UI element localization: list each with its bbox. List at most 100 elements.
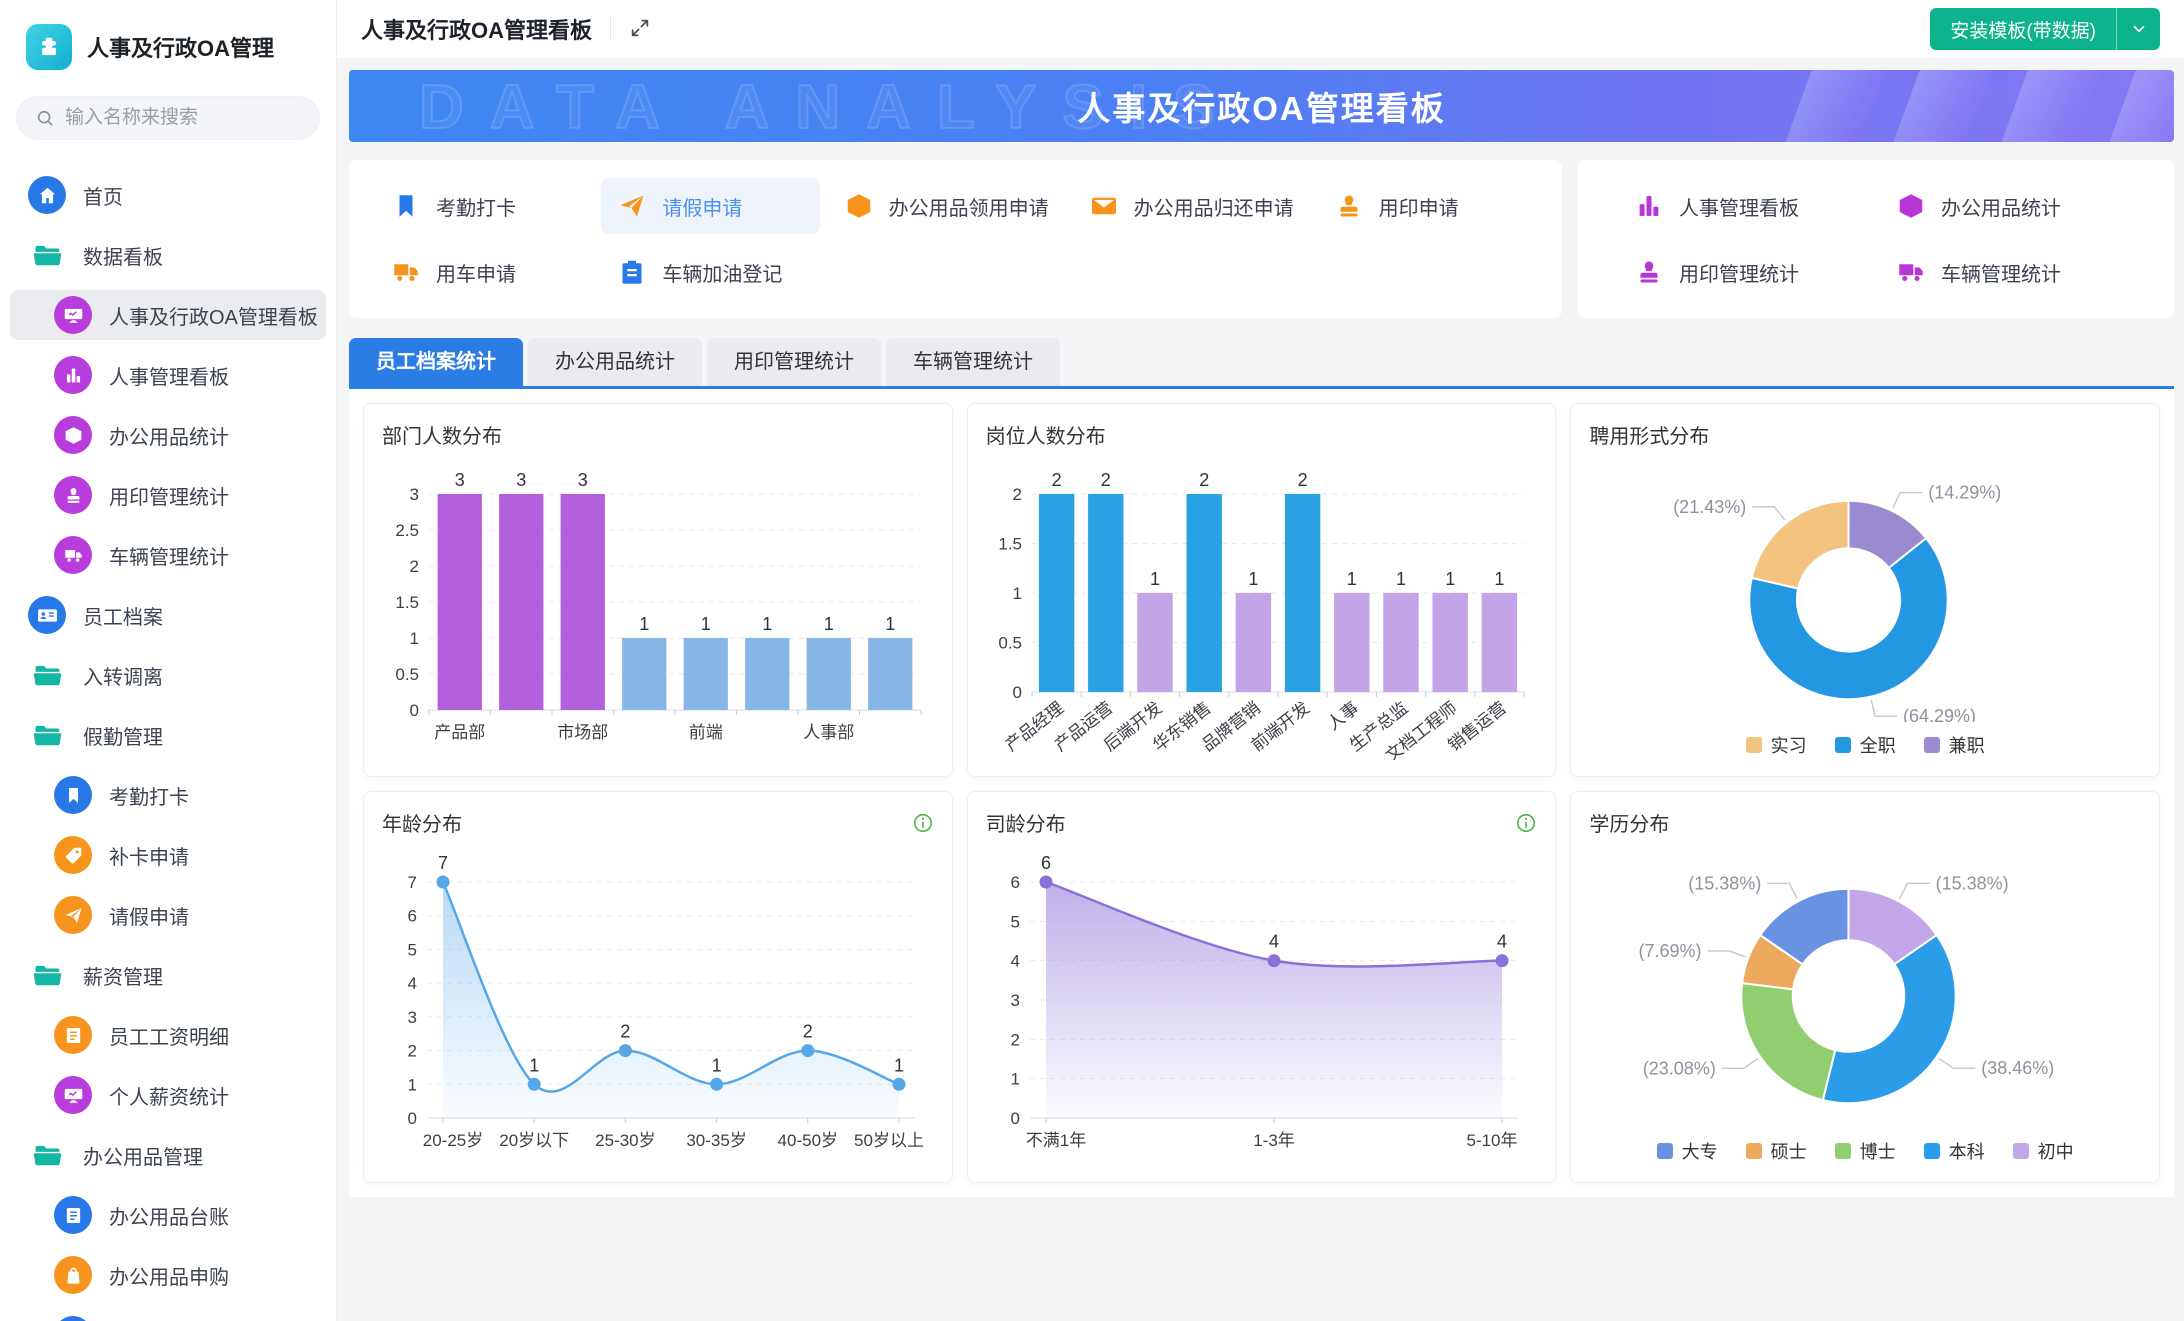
quick-action-办公用品归还申请[interactable]: 办公用品归还申请 [1073, 178, 1310, 234]
svg-text:(14.29%): (14.29%) [1928, 483, 2001, 503]
sidebar-item-办公用品申购[interactable]: 办公用品申购 [10, 1250, 326, 1300]
svg-text:1: 1 [1011, 1070, 1020, 1089]
svg-text:人事部: 人事部 [803, 723, 854, 742]
svg-text:0.5: 0.5 [999, 634, 1023, 653]
sidebar-item-薪资管理[interactable]: 薪资管理 [10, 950, 326, 1000]
divider [610, 17, 611, 41]
quick-action-用印申请[interactable]: 用印申请 [1318, 178, 1536, 234]
employment-type-card: 聘用形式分布(14.29%)(64.29%)(21.43%)实习全职兼职 [1570, 403, 2160, 777]
sidebar-item-个人薪资统计[interactable]: 个人薪资统计 [10, 1070, 326, 1120]
stat-link-办公用品统计[interactable]: 办公用品统计 [1880, 178, 2134, 234]
sidebar-item-首页[interactable]: 首页 [10, 170, 326, 220]
legend-item-大专[interactable]: 大专 [1657, 1138, 1718, 1164]
tab-车辆管理统计[interactable]: 车辆管理统计 [886, 338, 1060, 386]
info-icon[interactable] [912, 812, 934, 834]
sidebar-item-假勤管理[interactable]: 假勤管理 [10, 710, 326, 760]
quick-action-label: 用印管理统计 [1679, 258, 1799, 287]
sidebar-item-label: 办公用品统计 [109, 421, 229, 450]
sidebar-item-办公用品管理[interactable]: 办公用品管理 [10, 1130, 326, 1180]
svg-text:1: 1 [639, 614, 649, 634]
stat-link-用印管理统计[interactable]: 用印管理统计 [1618, 244, 1872, 300]
tab-用印管理统计[interactable]: 用印管理统计 [707, 338, 881, 386]
svg-text:3: 3 [409, 485, 418, 504]
sidebar-item-入转调离[interactable]: 入转调离 [10, 650, 326, 700]
svg-text:1: 1 [1396, 569, 1406, 589]
tenure-distribution-card: 司龄分布01234566不满1年41-3年45-10年 [967, 791, 1557, 1183]
svg-text:2.5: 2.5 [395, 521, 419, 540]
svg-text:30-35岁: 30-35岁 [686, 1131, 746, 1150]
sidebar-item-label: 首页 [83, 181, 123, 210]
legend-item-全职[interactable]: 全职 [1835, 732, 1896, 758]
barchart-icon [1634, 191, 1664, 221]
svg-text:0.5: 0.5 [395, 665, 419, 684]
svg-text:6: 6 [1011, 873, 1020, 892]
svg-text:(15.38%): (15.38%) [1688, 873, 1761, 893]
quick-action-车辆加油登记[interactable]: 车辆加油登记 [601, 244, 819, 300]
age-distribution-chart: 01234567720-25岁120岁以下225-30岁130-35岁240-5… [383, 854, 933, 1166]
quick-action-label: 用车申请 [436, 258, 516, 287]
tab-员工档案统计[interactable]: 员工档案统计 [349, 338, 523, 386]
svg-text:产品部: 产品部 [434, 723, 485, 742]
legend-item-博士[interactable]: 博士 [1835, 1138, 1896, 1164]
employment-type-title: 聘用形式分布 [1589, 420, 1709, 449]
folder-icon [28, 236, 66, 274]
education-distribution-card: 学历分布(15.38%)(38.46%)(23.08%)(7.69%)(15.3… [1570, 791, 2160, 1183]
sidebar-item-label: 请假申请 [109, 901, 189, 930]
svg-text:1: 1 [407, 1075, 416, 1094]
department-headcount-card: 部门人数分布00.511.522.5333311111产品部市场部前端人事部 [363, 403, 953, 777]
svg-text:20-25岁: 20-25岁 [423, 1131, 483, 1150]
legend-label: 初中 [2038, 1138, 2074, 1164]
truck-icon [1896, 257, 1926, 287]
sidebar-item-办公用品入库[interactable]: 办公用品入库 [10, 1310, 326, 1321]
sidebar-item-办公用品统计[interactable]: 办公用品统计 [10, 410, 326, 460]
svg-text:20岁以下: 20岁以下 [499, 1131, 569, 1150]
info-icon[interactable] [1515, 812, 1537, 834]
age-distribution-card: 年龄分布01234567720-25岁120岁以下225-30岁130-35岁2… [363, 791, 953, 1183]
sidebar-item-label: 办公用品申购 [109, 1261, 229, 1290]
svg-text:1: 1 [1495, 569, 1505, 589]
quick-action-办公用品领用申请[interactable]: 办公用品领用申请 [828, 178, 1065, 234]
sidebar: 人事及行政OA管理 首页数据看板人事及行政OA管理看板人事管理看板办公用品统计用… [0, 0, 337, 1321]
legend-item-兼职[interactable]: 兼职 [1924, 732, 1985, 758]
sidebar-item-考勤打卡[interactable]: 考勤打卡 [10, 770, 326, 820]
search-input[interactable] [65, 107, 301, 129]
quick-action-请假申请[interactable]: 请假申请 [601, 178, 819, 234]
quick-action-用车申请[interactable]: 用车申请 [375, 244, 593, 300]
svg-text:1: 1 [824, 614, 834, 634]
quick-action-label: 车辆加油登记 [662, 258, 782, 287]
svg-text:4: 4 [1269, 932, 1279, 952]
legend-swatch [1835, 737, 1851, 753]
stat-link-人事管理看板[interactable]: 人事管理看板 [1618, 178, 1872, 234]
sidebar-item-补卡申请[interactable]: 补卡申请 [10, 830, 326, 880]
sidebar-item-员工档案[interactable]: 员工档案 [10, 590, 326, 640]
install-template-button[interactable]: 安装模板(带数据) [1930, 8, 2160, 50]
sidebar-item-车辆管理统计[interactable]: 车辆管理统计 [10, 530, 326, 580]
quick-action-考勤打卡[interactable]: 考勤打卡 [375, 178, 593, 234]
svg-text:3: 3 [407, 1008, 416, 1027]
sidebar-item-办公用品台账[interactable]: 办公用品台账 [10, 1190, 326, 1240]
sidebar-search[interactable] [16, 96, 320, 140]
svg-text:(7.69%): (7.69%) [1639, 941, 1702, 961]
truck-icon [54, 536, 92, 574]
tab-办公用品统计[interactable]: 办公用品统计 [528, 338, 702, 386]
legend-label: 硕士 [1771, 1138, 1807, 1164]
sidebar-item-员工工资明细[interactable]: 员工工资明细 [10, 1010, 326, 1060]
sidebar-item-请假申请[interactable]: 请假申请 [10, 890, 326, 940]
education-distribution-title: 学历分布 [1589, 808, 1669, 837]
sidebar-item-数据看板[interactable]: 数据看板 [10, 230, 326, 280]
sidebar-item-人事管理看板[interactable]: 人事管理看板 [10, 350, 326, 400]
fullscreen-icon[interactable] [629, 17, 653, 41]
chevron-down-icon[interactable] [2116, 8, 2160, 50]
legend-item-初中[interactable]: 初中 [2013, 1138, 2074, 1164]
legend-item-本科[interactable]: 本科 [1924, 1138, 1985, 1164]
svg-text:50岁以上: 50岁以上 [854, 1131, 924, 1150]
legend-label: 博士 [1860, 1138, 1896, 1164]
doc-icon [54, 1016, 92, 1054]
sidebar-item-label: 数据看板 [83, 241, 163, 270]
legend-item-硕士[interactable]: 硕士 [1746, 1138, 1807, 1164]
legend-item-实习[interactable]: 实习 [1746, 732, 1807, 758]
stat-link-车辆管理统计[interactable]: 车辆管理统计 [1880, 244, 2134, 300]
sidebar-item-用印管理统计[interactable]: 用印管理统计 [10, 470, 326, 520]
sidebar-item-人事及行政OA管理看板[interactable]: 人事及行政OA管理看板 [10, 290, 326, 340]
quick-actions-card: 考勤打卡请假申请办公用品领用申请办公用品归还申请用印申请用车申请 车辆加油登记 [349, 160, 1562, 318]
